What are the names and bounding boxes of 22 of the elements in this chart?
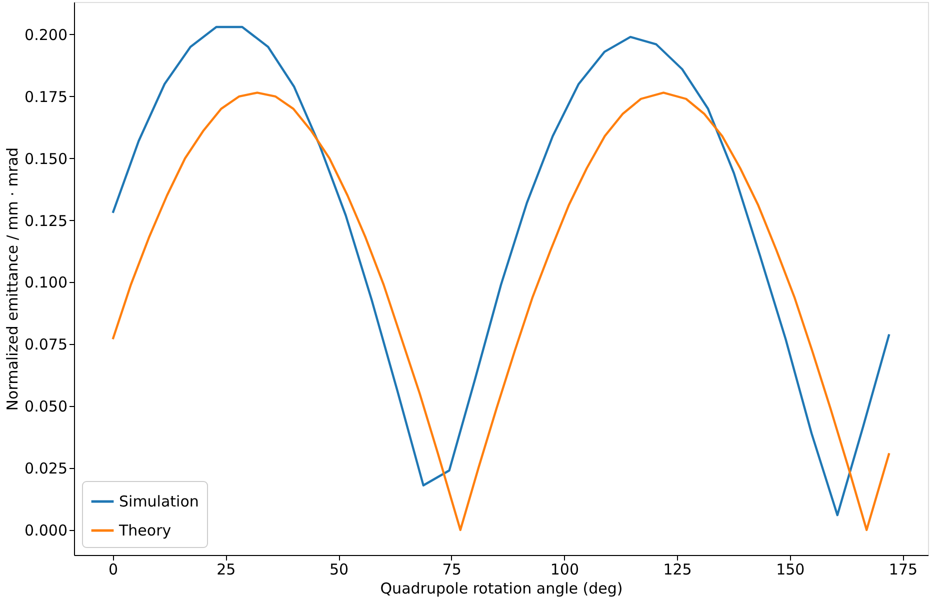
y-tick-label: 0.200 bbox=[24, 26, 68, 44]
x-tick-label: 175 bbox=[888, 560, 918, 578]
y-axis-title: Normalized emittance / mm · mrad bbox=[4, 147, 22, 411]
y-tick-label: 0.150 bbox=[24, 150, 68, 168]
legend-label: Theory bbox=[118, 522, 172, 540]
x-tick-label: 50 bbox=[329, 560, 349, 578]
y-tick-label: 0.075 bbox=[24, 336, 68, 354]
x-tick-label: 100 bbox=[550, 560, 580, 578]
x-axis-title: Quadrupole rotation angle (deg) bbox=[380, 580, 623, 598]
x-tick-label: 125 bbox=[663, 560, 692, 578]
x-tick-label: 0 bbox=[108, 560, 118, 578]
y-tick-label: 0.125 bbox=[24, 212, 68, 230]
y-tick-label: 0.175 bbox=[24, 88, 68, 106]
legend-label: Simulation bbox=[119, 492, 199, 510]
y-tick-label: 0.050 bbox=[24, 398, 68, 416]
line-series bbox=[112, 26, 890, 516]
x-tick-label: 75 bbox=[442, 560, 462, 578]
x-tick-label: 25 bbox=[216, 560, 236, 578]
y-tick-label: 0.025 bbox=[24, 460, 68, 478]
x-tick-label: 150 bbox=[776, 560, 805, 578]
y-tick-label: 0.100 bbox=[24, 274, 68, 292]
y-tick-label: 0.000 bbox=[24, 521, 68, 540]
